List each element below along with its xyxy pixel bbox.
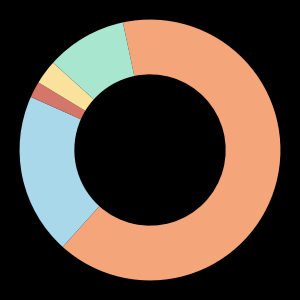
Wedge shape <box>31 82 85 119</box>
Wedge shape <box>63 20 281 281</box>
Wedge shape <box>38 63 94 111</box>
Wedge shape <box>53 22 134 99</box>
Wedge shape <box>20 97 99 247</box>
